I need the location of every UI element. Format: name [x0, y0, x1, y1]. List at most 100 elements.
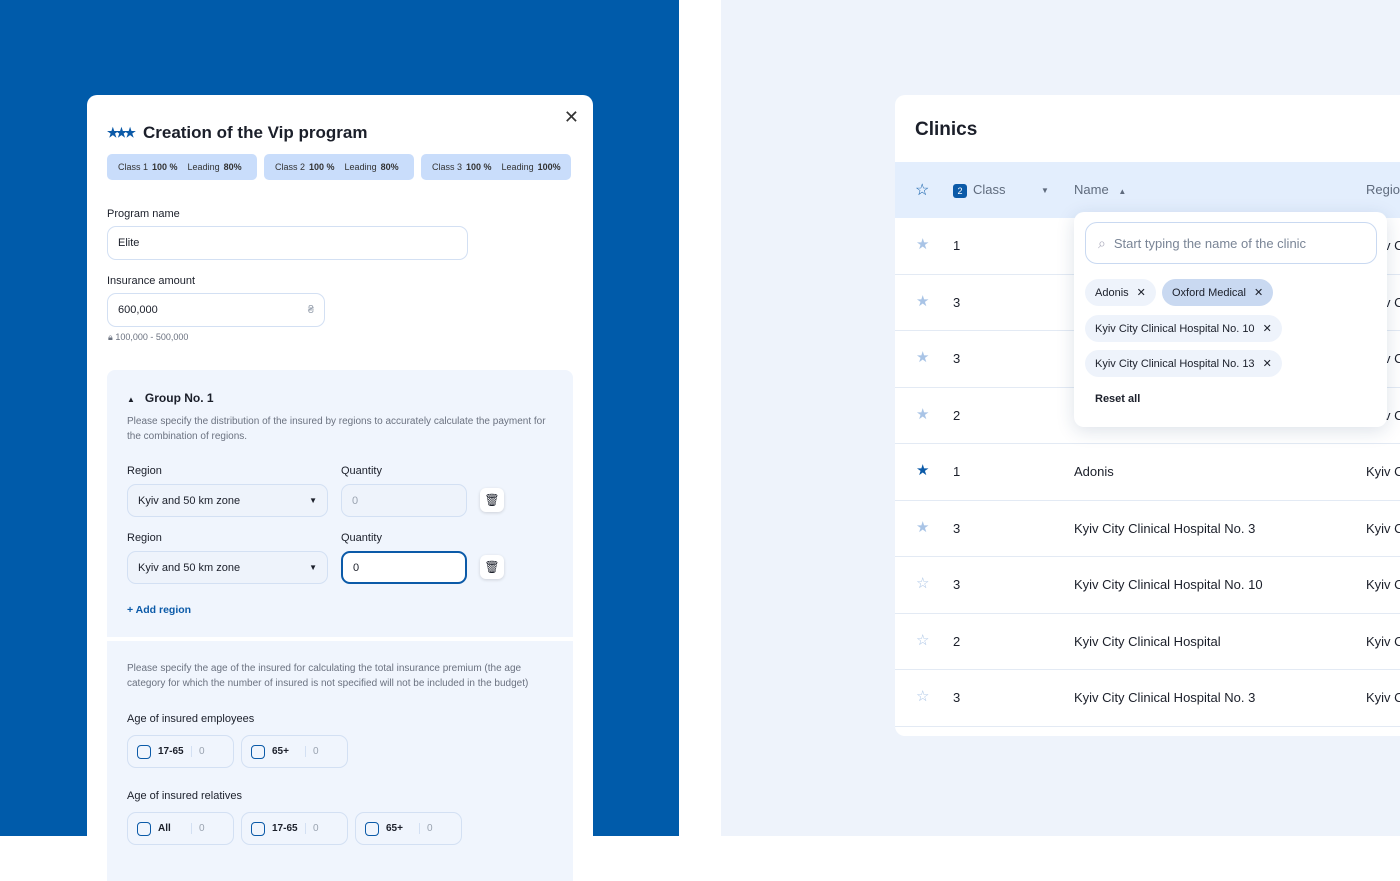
quantity-input[interactable]: 0 [341, 484, 467, 517]
filter-tag[interactable]: Kyiv City Clinical Hospital No. 10 ✕ [1085, 315, 1282, 342]
trash-icon[interactable]: 🗑︎ [480, 488, 504, 512]
region-cell: Kyiv C [1366, 464, 1400, 479]
program-name-input[interactable]: Elite [107, 226, 468, 260]
region-header[interactable]: Regio [1366, 182, 1400, 197]
insurance-range-hint: 🔒︎ 100,000 - 500,000 [108, 332, 188, 343]
favorite-star-icon[interactable]: ☆ [916, 575, 930, 592]
add-region-link[interactable]: + Add region [127, 604, 192, 616]
insurance-amount-value: 600,000 [118, 304, 158, 316]
class-cell: 2 [953, 407, 961, 423]
age-label: 65+ [272, 746, 289, 757]
lock-icon: 🔒︎ [108, 332, 113, 342]
checkbox[interactable] [251, 744, 265, 759]
trash-icon[interactable]: 🗑︎ [480, 555, 504, 579]
age-count[interactable]: 0 [191, 746, 205, 757]
class-cell: 3 [953, 294, 961, 310]
group-toggle[interactable]: ▲ Group No. 1 [127, 391, 214, 405]
table-row[interactable]: ☆ 2 Kyiv City Clinical Hospital Kyiv C [895, 614, 1400, 670]
sort-up-icon: ▲ [1118, 187, 1127, 196]
class-cell: 3 [953, 577, 961, 592]
class-value: 100 % [466, 162, 492, 172]
class-cell: 1 [953, 238, 961, 253]
class-value: 100 % [152, 162, 178, 172]
favorite-star-icon[interactable]: ☆ [916, 631, 930, 649]
region-cell: Kyiv C [1366, 633, 1400, 649]
age-option[interactable]: 65+ 0 [241, 735, 348, 768]
region-cell: Kyiv C [1366, 577, 1400, 592]
region-cell: Kyiv C [1366, 520, 1400, 536]
name-header[interactable]: Name ▲ [1074, 182, 1126, 197]
tag-label: Adonis [1095, 286, 1129, 299]
filter-tag[interactable]: Oxford Medical ✕ [1162, 279, 1274, 306]
region-select[interactable]: Kyiv and 50 km zone ▼ [127, 484, 328, 517]
close-icon[interactable]: ✕ [1262, 358, 1272, 370]
favorite-star-icon[interactable]: ★ [916, 236, 930, 253]
caret-down-icon: ▼ [309, 563, 317, 572]
leading-value: 80% [380, 162, 399, 172]
group-title: Group No. 1 [144, 391, 214, 405]
star-outline-icon[interactable]: ☆ [915, 182, 930, 199]
leading-value: 100% [537, 162, 561, 172]
region-value: Kyiv and 50 km zone [138, 561, 241, 574]
class-chip: Class 3 100 % Leading 100% [421, 154, 571, 180]
reset-all-button[interactable]: Reset all [1095, 393, 1141, 405]
tag-label: Oxford Medical [1172, 286, 1246, 299]
class-header[interactable]: 2 Class [953, 182, 1006, 198]
name-cell: Kyiv City Clinical Hospital [1074, 633, 1221, 649]
age-label: 17-65 [272, 823, 298, 834]
age-option[interactable]: 65+ 0 [355, 812, 462, 845]
age-option[interactable]: 17-65 0 [241, 812, 348, 845]
checkbox[interactable] [365, 821, 379, 836]
close-icon[interactable]: ✕ [563, 107, 579, 127]
table-header: ☆ 2 Class ▼ Name ▲ Regio [895, 162, 1400, 218]
class-chip: Class 2 100 % Leading 80% [264, 154, 414, 180]
filter-tag[interactable]: Kyiv City Clinical Hospital No. 13 ✕ [1085, 350, 1282, 377]
region-select[interactable]: Kyiv and 50 km zone ▼ [127, 551, 328, 584]
favorite-star-icon[interactable]: ☆ [916, 688, 930, 705]
leading-value: 80% [223, 162, 242, 172]
close-icon[interactable]: ✕ [1262, 323, 1272, 335]
favorite-star-icon[interactable]: ★ [916, 405, 930, 423]
modal-title-text: Creation of the Vip program [142, 123, 368, 142]
filter-tag[interactable]: Adonis ✕ [1085, 279, 1156, 306]
insurance-amount-input[interactable]: 600,000 ₴ [107, 293, 325, 327]
program-name-label: Program name [107, 208, 180, 220]
checkbox[interactable] [137, 821, 151, 836]
close-icon[interactable]: ✕ [1253, 287, 1264, 299]
tag-label: Kyiv City Clinical Hospital No. 13 [1095, 357, 1255, 370]
region-cell: Kyiv C [1366, 690, 1400, 705]
favorite-star-icon[interactable]: ★ [916, 462, 930, 479]
class-cell: 3 [953, 520, 961, 536]
age-count[interactable]: 0 [419, 823, 433, 834]
clinics-title: Clinics [915, 119, 978, 140]
age-count[interactable]: 0 [305, 746, 319, 757]
name-cell: Kyiv City Clinical Hospital No. 10 [1074, 577, 1263, 592]
table-row[interactable]: ☆ 3 Kyiv City Clinical Hospital No. 3 Ky… [895, 670, 1400, 727]
close-icon[interactable]: ✕ [1136, 287, 1146, 299]
favorite-star-icon[interactable]: ★ [916, 349, 930, 366]
clinic-search-input[interactable]: ⌕ Start typing the name of the clinic [1085, 222, 1377, 264]
caret-down-icon[interactable]: ▼ [1041, 186, 1049, 195]
age-option[interactable]: 17-65 0 [127, 735, 234, 768]
leading-label: Leading [344, 162, 377, 172]
caret-down-icon: ▼ [309, 496, 317, 505]
table-row[interactable]: ★ 1 Adonis Kyiv C [895, 444, 1400, 501]
age-option[interactable]: All 0 [127, 812, 234, 845]
checkbox[interactable] [137, 744, 151, 759]
program-name-value: Elite [118, 237, 140, 249]
checkbox[interactable] [251, 821, 265, 836]
name-cell: Kyiv City Clinical Hospital No. 3 [1074, 690, 1256, 705]
favorite-star-icon[interactable]: ★ [916, 292, 930, 310]
table-row[interactable]: ☆ 3 Kyiv City Clinical Hospital No. 10 K… [895, 557, 1400, 614]
age-count[interactable]: 0 [305, 823, 319, 834]
favorite-star-icon[interactable]: ★ [916, 518, 930, 536]
employees-label: Age of insured employees [127, 713, 255, 725]
quantity-label: Quantity [341, 465, 382, 477]
table-row[interactable]: ★ 3 Kyiv City Clinical Hospital No. 3 Ky… [895, 501, 1400, 557]
left-panel: ✕ ★★★ Creation of the Vip program Class 1… [0, 0, 679, 881]
age-count[interactable]: 0 [191, 823, 205, 834]
filter-count-badge: 2 [953, 184, 967, 198]
quantity-input-focused[interactable]: 0 [341, 551, 467, 584]
class-cell: 2 [953, 633, 961, 649]
class-label: Class 3 [432, 162, 463, 172]
